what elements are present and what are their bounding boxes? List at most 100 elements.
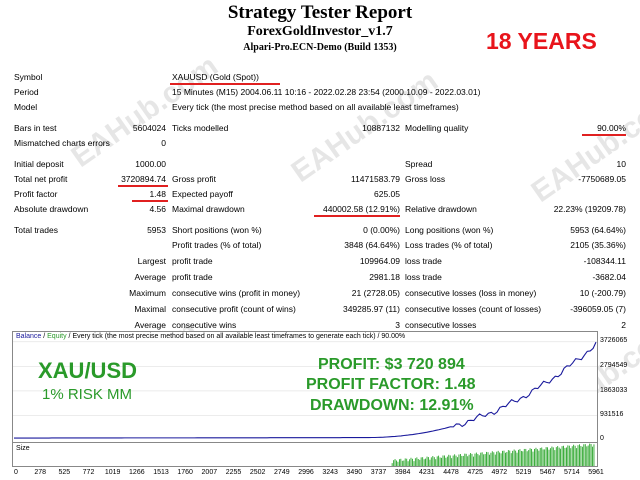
y-tick-label: 3726065 (600, 337, 628, 344)
size-bar (404, 458, 406, 466)
legend-description: / Every tick (the most precise method ba… (66, 333, 406, 340)
rel-dd-value: 22.23% (19209.78) (553, 204, 626, 214)
x-tick-label: 5219 (515, 469, 532, 476)
size-bar (473, 456, 474, 466)
x-tick-label: 1019 (104, 469, 121, 476)
size-bar (576, 448, 578, 466)
size-bar (505, 452, 506, 466)
x-tick-label: 4972 (491, 469, 508, 476)
size-bar (419, 459, 421, 466)
max-cw-value: 21 (2728.05) (351, 288, 400, 298)
legend-equity: Equity (47, 333, 67, 340)
symbol-value: XAUUSD (Gold (Spot)) (172, 72, 259, 82)
size-label: Size (16, 445, 30, 452)
largest-label: Largest (137, 256, 166, 266)
size-bar (455, 455, 457, 466)
size-bar (573, 444, 575, 466)
mx-cp-value: 349285.97 (11) (342, 304, 400, 314)
payoff-label: Expected payoff (172, 189, 233, 199)
size-bar (510, 453, 512, 466)
balance-line (13, 341, 597, 439)
x-tick-label: 2749 (274, 469, 290, 476)
size-bar (568, 445, 570, 466)
deposit-value: 1000.00 (135, 159, 166, 169)
size-bar (536, 449, 538, 466)
overlay-profit-factor: PROFIT FACTOR: 1.48 (306, 376, 476, 393)
size-bar (528, 450, 530, 466)
size-bar (545, 447, 547, 466)
size-bar (581, 446, 583, 466)
size-bar (406, 458, 408, 466)
max-cw-label: consecutive wins (profit in money) (172, 288, 301, 298)
x-tick-label: 4231 (419, 469, 435, 476)
avg-cl-label: consecutive losses (405, 320, 477, 330)
avg-loss-value: -3682.04 (592, 272, 626, 282)
model-label: Model (14, 102, 38, 112)
size-bar (484, 454, 486, 466)
size-bar (410, 457, 412, 466)
size-bar (452, 455, 454, 466)
size-bar (570, 448, 572, 466)
size-bar (574, 445, 576, 466)
size-bar (413, 461, 415, 466)
largest-loss-value: -108344.11 (583, 256, 626, 266)
max-dd-value: 440002.58 (12.91%) (322, 204, 400, 214)
profit-trades-value: 3848 (64.64%) (344, 240, 400, 250)
mx-cp-label: consecutive profit (count of wins) (172, 304, 296, 314)
size-bar (567, 445, 569, 466)
size-bar (400, 458, 402, 466)
x-tick-label: 2007 (201, 469, 218, 476)
size-bar (467, 456, 469, 466)
x-tick-label: 2255 (225, 469, 242, 476)
x-tick-label: 5714 (564, 469, 580, 476)
overlay-drawdown: DRAWDOWN: 12.91% (310, 397, 474, 414)
x-tick-label: 1760 (177, 469, 193, 476)
profit-factor-label: Profit factor (14, 189, 58, 199)
deposit-label: Initial deposit (14, 159, 64, 169)
size-bar (502, 450, 503, 466)
size-bar (478, 455, 480, 466)
avg-profit-value: 2981.18 (369, 272, 400, 282)
size-bar (515, 450, 517, 466)
size-bar (407, 461, 409, 466)
years-badge: 18 YEARS (486, 28, 597, 54)
x-tick-label: 3984 (394, 469, 411, 476)
size-bar (446, 456, 448, 466)
size-bar (435, 459, 437, 466)
x-tick-label: 1266 (129, 469, 145, 476)
model-value: Every tick (the most precise method base… (172, 102, 459, 112)
gross-loss-label: Gross loss (405, 174, 446, 184)
size-bar (449, 455, 451, 466)
size-bar (506, 452, 508, 466)
size-bar (531, 448, 533, 466)
quality-value: 90.00% (597, 123, 626, 133)
largest-loss-label: loss trade (405, 256, 442, 266)
maximum-label: Maximum (129, 288, 166, 298)
size-bar (470, 453, 472, 466)
size-bar (549, 448, 551, 466)
size-bar (393, 460, 395, 466)
size-bar (561, 446, 563, 466)
avg-loss-label: loss trade (405, 272, 442, 282)
average2-label: Average (134, 320, 166, 330)
legend-balance: Balance (16, 333, 42, 340)
size-bar (468, 454, 470, 466)
size-bar (589, 443, 591, 466)
size-bar (425, 458, 426, 466)
report-title: Strategy Tester Report (227, 2, 413, 23)
size-bar (448, 454, 450, 466)
mx-cl-label: consecutive losses (count of losses) (405, 304, 542, 314)
size-bar (499, 452, 501, 466)
avg-cl-value: 2 (621, 320, 626, 330)
size-bar (433, 457, 435, 466)
size-bar (590, 444, 592, 466)
size-bar (490, 452, 492, 466)
net-profit-value: 3720894.74 (121, 174, 166, 184)
gross-profit-label: Gross profit (172, 174, 216, 184)
size-bar (551, 446, 553, 466)
size-bar (417, 459, 419, 466)
size-bar (445, 457, 447, 466)
size-bar (477, 454, 479, 466)
size-bar (451, 458, 453, 466)
overlay-profit: PROFIT: $3 720 894 (318, 356, 465, 373)
